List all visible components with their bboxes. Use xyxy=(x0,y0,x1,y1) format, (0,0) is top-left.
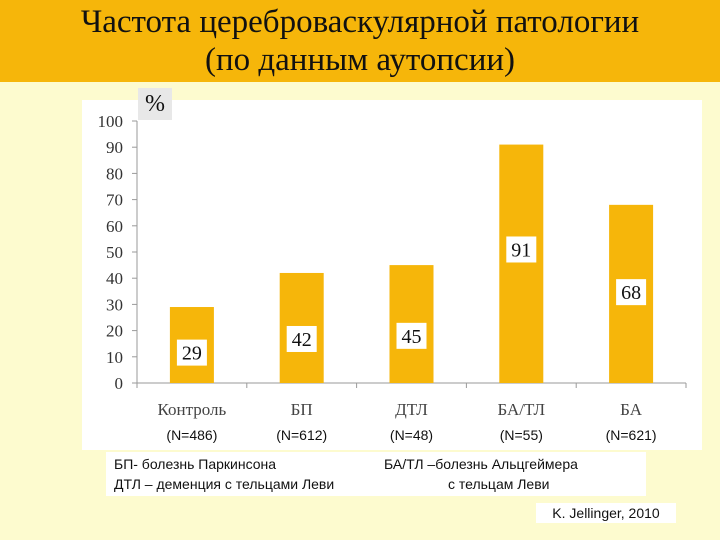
sample-size-row: (N=486) (N=612) (N=48) (N=55) (N=621) xyxy=(0,427,720,447)
data-label: 42 xyxy=(292,329,312,351)
chart-title-line-2: (по данным аутопсии) xyxy=(204,42,516,78)
y-tick-label: 30 xyxy=(106,295,123,314)
note-pd: БП- болезнь Паркинсона xyxy=(114,456,277,472)
y-tick-label: 40 xyxy=(106,269,123,288)
data-label: 91 xyxy=(511,239,531,261)
y-tick-label: 80 xyxy=(106,164,123,183)
x-tick-label: ДТЛ xyxy=(395,400,428,419)
x-tick-label: БА xyxy=(620,400,643,419)
y-tick-label: 100 xyxy=(98,112,124,131)
sample-size-label: (N=48) xyxy=(389,427,434,443)
note-ad-lb-line-1: БА/ТЛ –болезнь Альцгеймера xyxy=(384,456,578,472)
x-tick-label: БА/ТЛ xyxy=(497,400,545,419)
x-tick-label: БП xyxy=(291,400,313,419)
sample-size-label: (N=486) xyxy=(166,427,218,443)
y-tick-label: 90 xyxy=(106,138,123,157)
data-label-box xyxy=(396,322,427,349)
sample-size-label: (N=621) xyxy=(605,427,657,443)
data-label-box xyxy=(176,339,207,366)
data-label-box xyxy=(616,279,647,306)
note-dlb: ДТЛ – деменция с тельцами Леви xyxy=(114,476,335,492)
data-label: 68 xyxy=(621,282,641,304)
y-tick-label: 10 xyxy=(106,348,123,367)
y-tick-label: 60 xyxy=(106,217,123,236)
data-label: 45 xyxy=(402,326,422,348)
y-tick-label: 20 xyxy=(106,322,123,341)
y-tick-label: 50 xyxy=(106,243,123,262)
y-tick-label: 0 xyxy=(115,374,124,393)
abbreviation-notes: БП- болезнь Паркинсона ДТЛ – деменция с … xyxy=(106,452,646,496)
x-tick-label: Контроль xyxy=(158,400,227,419)
y-tick-label: 70 xyxy=(106,191,123,210)
bar xyxy=(499,144,544,383)
data-label-box xyxy=(286,325,317,352)
data-label: 29 xyxy=(182,343,202,365)
y-axis-unit-label: % xyxy=(138,88,172,120)
chart-title-line-1: Частота цереброваскулярной патологии xyxy=(80,4,640,40)
source-citation: K. Jellinger, 2010 xyxy=(536,503,676,523)
sample-size-label: (N=612) xyxy=(276,427,328,443)
title-bar: Частота цереброваскулярной патологии (по… xyxy=(0,0,720,82)
bars-group: 29 42 45 91 68 xyxy=(169,144,654,383)
sample-size-label: (N=55) xyxy=(499,427,543,443)
note-ad-lb-line-2: с тельцам Леви xyxy=(448,476,550,492)
data-label-box xyxy=(506,236,537,263)
